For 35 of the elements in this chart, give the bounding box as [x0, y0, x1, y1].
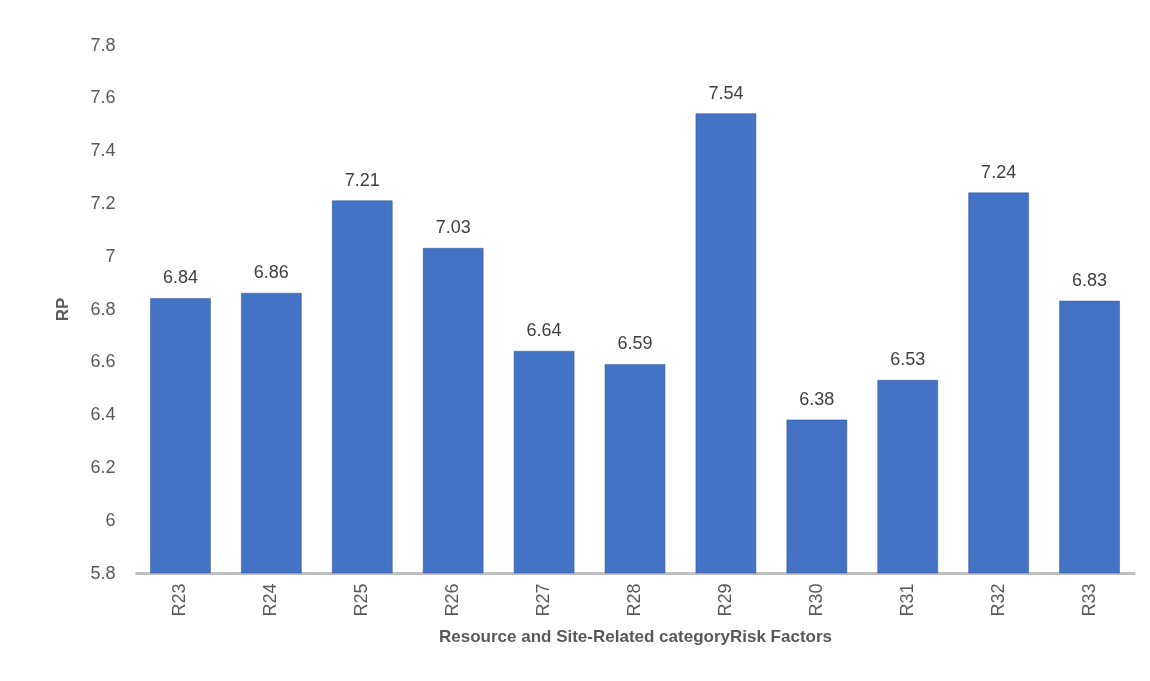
data-label: 6.38	[799, 388, 835, 409]
data-label: 7.03	[435, 217, 471, 238]
x-tick-label: R27	[533, 583, 554, 617]
x-tick-label: R25	[351, 583, 372, 617]
data-label: 6.86	[253, 262, 289, 283]
data-label: 6.53	[890, 349, 926, 370]
data-label: 6.84	[162, 267, 198, 288]
data-label: 6.59	[617, 333, 653, 354]
y-tick-label: 7.6	[90, 87, 116, 108]
y-tick-label: 6.6	[90, 351, 116, 372]
y-tick-label: 7.2	[90, 192, 116, 213]
y-axis-title: RP	[53, 297, 73, 322]
x-axis-title: Resource and Site-Related categoryRisk Factors	[438, 626, 833, 646]
data-label: 7.24	[981, 161, 1017, 182]
data-label: 6.83	[1072, 270, 1108, 291]
y-tick-label: 7.4	[90, 140, 116, 161]
y-tick-label: 7.8	[90, 34, 116, 55]
x-tick-label: R32	[987, 583, 1008, 617]
y-tick-label: 7	[105, 245, 116, 266]
data-label: 7.54	[708, 82, 744, 103]
data-label: 7.21	[344, 169, 380, 190]
x-tick-label: R33	[1078, 583, 1099, 617]
x-tick-label: R24	[260, 583, 281, 617]
y-tick-label: 6.4	[90, 404, 116, 425]
data-label: 6.64	[526, 320, 562, 341]
x-tick-label: R31	[896, 583, 917, 617]
x-tick-label: R28	[624, 583, 644, 617]
x-tick-label: R29	[714, 583, 735, 617]
x-tick-label: R23	[169, 583, 190, 617]
y-tick-label: 6.2	[90, 456, 116, 477]
y-tick-label: 5.8	[90, 562, 116, 583]
y-tick-label: 6.8	[90, 298, 116, 319]
x-tick-label: R26	[442, 583, 463, 617]
x-tick-label: R30	[805, 583, 826, 617]
y-tick-label: 6	[105, 509, 116, 530]
